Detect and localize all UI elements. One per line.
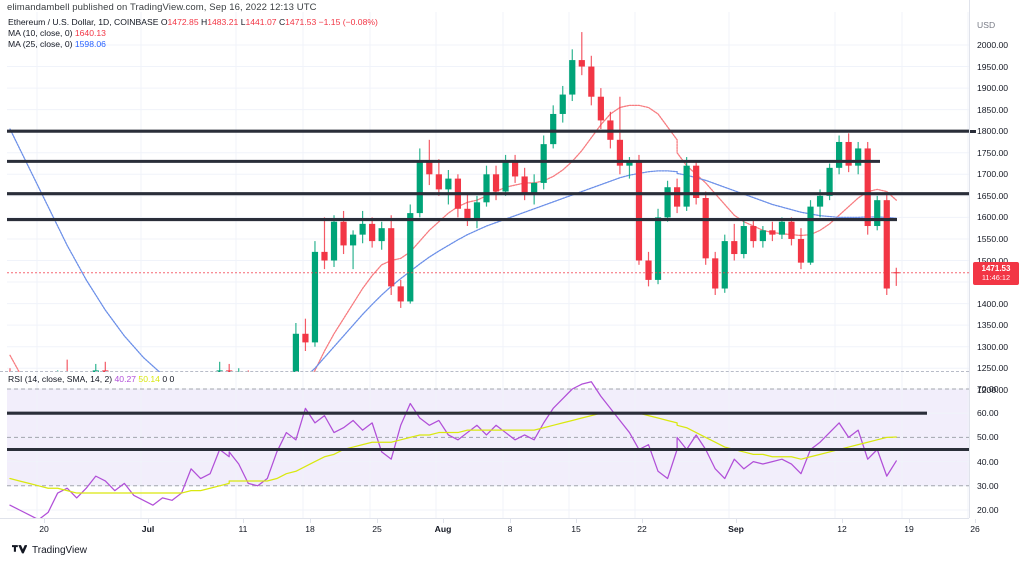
rsi-legend-value: 40.27 bbox=[114, 374, 137, 384]
price-axis-tick: 1800.00 bbox=[977, 126, 1009, 137]
time-axis-tick: Aug bbox=[434, 524, 452, 534]
time-axis-tick-mark bbox=[44, 519, 45, 523]
price-pane[interactable] bbox=[0, 12, 969, 372]
time-axis-tick-mark bbox=[576, 519, 577, 523]
time-axis-tick-mark bbox=[310, 519, 311, 523]
time-axis-tick-mark bbox=[443, 519, 444, 523]
resistance-line-axis-overhang bbox=[970, 129, 976, 133]
time-axis-tick: 26 bbox=[970, 524, 980, 534]
time-axis-tick-mark bbox=[842, 519, 843, 523]
rsi-pane[interactable] bbox=[0, 372, 969, 518]
legend-high-value: 1483.21 bbox=[207, 17, 239, 27]
last-price-badge[interactable]: 1471.53 11:46:12 bbox=[973, 261, 1019, 285]
rsi-legend[interactable]: RSI (14, close, SMA, 14, 2) 40.27 50.14 … bbox=[8, 374, 174, 384]
price-axis-tick: 1400.00 bbox=[977, 298, 1009, 309]
price-axis-tick: 1750.00 bbox=[977, 147, 1009, 158]
time-axis-tick-mark bbox=[510, 519, 511, 523]
last-price-value: 1471.53 bbox=[981, 263, 1011, 273]
time-axis-tick: 8 bbox=[507, 524, 513, 534]
time-axis-tick-mark bbox=[243, 519, 244, 523]
rsi-legend-label: RSI (14, close, SMA, 14, 2) bbox=[8, 374, 113, 384]
rsi-axis-tick: 50.00 bbox=[977, 432, 999, 443]
price-axis-tick: 1850.00 bbox=[977, 104, 1009, 115]
price-axis-tick: 1500.00 bbox=[977, 255, 1009, 266]
price-axis-tick: 1200.00 bbox=[977, 384, 1009, 395]
price-axis-tick: 1650.00 bbox=[977, 190, 1009, 201]
time-axis-tick-mark bbox=[909, 519, 910, 523]
time-axis-tick-mark bbox=[148, 519, 149, 523]
legend-high-key: H bbox=[201, 17, 208, 27]
rsi-axis-tick: 60.00 bbox=[977, 408, 999, 419]
price-axis-tick: 1300.00 bbox=[977, 341, 1009, 352]
legend-symbol-row: Ethereum / U.S. Dollar, 1D, COINBASE O14… bbox=[8, 17, 378, 28]
footer: TradingView bbox=[0, 540, 1024, 565]
time-axis[interactable]: 20 Jul 11 18 25 Aug 8 15 22 Sep 12 19 26 bbox=[0, 518, 980, 541]
rsi-axis-tick: 70.00 bbox=[977, 384, 999, 394]
price-axis-tick: 1350.00 bbox=[977, 320, 1009, 331]
legend-ma25-row[interactable]: MA (25, close, 0) 1598.06 bbox=[8, 39, 378, 50]
rsi-legend-extra-1: 0 bbox=[162, 374, 168, 384]
legend-low-key: L bbox=[240, 17, 246, 27]
time-axis-tick: 25 bbox=[372, 524, 382, 534]
time-axis-tick: 12 bbox=[837, 524, 847, 534]
legend-ohlc: O1472.85 H1483.21 L1441.07 C1471.53 −1.1… bbox=[161, 17, 378, 27]
tradingview-logo[interactable]: TradingView bbox=[12, 545, 87, 556]
time-axis-tick: 22 bbox=[637, 524, 647, 534]
time-axis-tick: 19 bbox=[904, 524, 914, 534]
legend-open-value: 1472.85 bbox=[167, 17, 199, 27]
time-axis-tick: 18 bbox=[305, 524, 315, 534]
legend-low-value: 1441.07 bbox=[245, 17, 277, 27]
price-axis[interactable]: USD 2000.00 1950.00 1900.00 1850.00 1800.00 17… bbox=[969, 0, 1024, 518]
legend-close-value: 1471.53 bbox=[285, 17, 317, 27]
price-chart-svg bbox=[7, 12, 969, 372]
legend-ma10-label: MA (10, close, 0) bbox=[8, 28, 73, 39]
rsi-axis-tick: 30.00 bbox=[977, 480, 999, 491]
time-axis-tick: Jul bbox=[141, 524, 155, 534]
price-axis-tick: 2000.00 bbox=[977, 40, 1009, 50]
price-plot-area[interactable] bbox=[7, 12, 969, 372]
time-axis-tick: 20 bbox=[39, 524, 49, 534]
legend-ma10-value: 1640.13 bbox=[74, 28, 106, 39]
chart-legend: Ethereum / U.S. Dollar, 1D, COINBASE O14… bbox=[8, 17, 378, 51]
time-axis-tick-mark bbox=[642, 519, 643, 523]
legend-ma25-label: MA (25, close, 0) bbox=[8, 39, 73, 50]
legend-symbol: Ethereum / U.S. Dollar, 1D, COINBASE bbox=[8, 17, 159, 27]
legend-close-key: C bbox=[278, 17, 286, 27]
price-axis-tick: 1700.00 bbox=[977, 169, 1009, 180]
rsi-legend-extra-2: 0 bbox=[169, 374, 175, 384]
price-axis-unit: USD bbox=[977, 20, 996, 30]
legend-open-key: O bbox=[160, 17, 168, 27]
legend-ma25-value: 1598.06 bbox=[74, 39, 106, 50]
pane-separator[interactable] bbox=[0, 371, 969, 372]
time-axis-tick-mark bbox=[975, 519, 976, 523]
last-price-time: 11:46:12 bbox=[981, 273, 1011, 283]
time-axis-tick-mark bbox=[736, 519, 737, 523]
time-axis-tick-mark bbox=[377, 519, 378, 523]
time-axis-tick: 11 bbox=[238, 524, 248, 534]
rsi-plot-area[interactable] bbox=[7, 372, 969, 518]
rsi-chart-svg bbox=[7, 372, 969, 518]
tradingview-wordmark: TradingView bbox=[32, 545, 88, 556]
rsi-axis-tick: 20.00 bbox=[977, 505, 999, 515]
tradingview-mark-icon bbox=[12, 545, 27, 554]
price-axis-tick: 1900.00 bbox=[977, 83, 1009, 94]
price-axis-tick: 1600.00 bbox=[977, 212, 1009, 223]
attribution-text: elimandambell published on TradingView.c… bbox=[7, 2, 317, 13]
rsi-sma-legend-value: 50.14 bbox=[138, 374, 160, 384]
rsi-axis-tick: 40.00 bbox=[977, 456, 999, 467]
time-axis-tick: 15 bbox=[571, 524, 581, 534]
price-axis-tick: 1950.00 bbox=[977, 61, 1009, 72]
price-axis-tick: 1250.00 bbox=[977, 363, 1009, 374]
legend-ma10-row[interactable]: MA (10, close, 0) 1640.13 bbox=[8, 28, 378, 39]
time-axis-tick: Sep bbox=[728, 524, 744, 534]
legend-change: −1.15 (−0.08%) bbox=[318, 17, 378, 27]
price-axis-tick: 1550.00 bbox=[977, 233, 1009, 244]
